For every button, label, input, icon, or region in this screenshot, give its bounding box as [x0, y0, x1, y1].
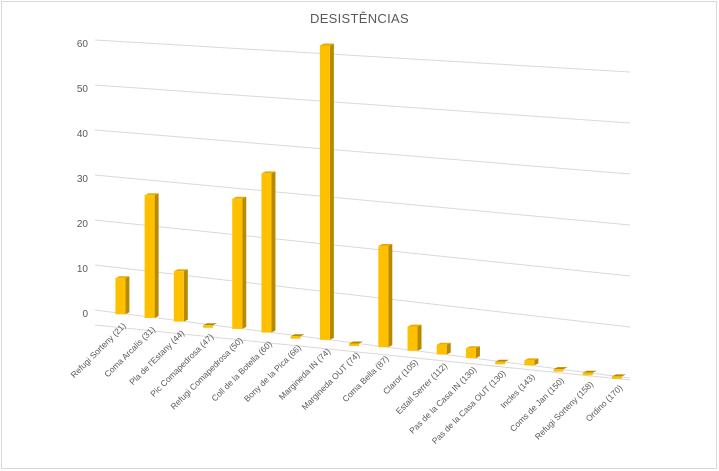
- floor-edge: [94, 324, 631, 381]
- bar-base: [203, 323, 218, 326]
- bar-front: [319, 45, 330, 340]
- bar-front: [612, 376, 622, 379]
- y-tick-label: 60: [77, 39, 89, 50]
- bar-side: [242, 196, 247, 329]
- y-tick-label: 30: [77, 174, 89, 185]
- bar: [553, 367, 568, 372]
- bar-front: [173, 271, 184, 322]
- bar-top: [115, 276, 130, 279]
- bar-top: [144, 193, 159, 196]
- bar: [465, 346, 480, 359]
- bar-side: [125, 276, 130, 315]
- bar: [173, 269, 188, 322]
- bar: [232, 196, 247, 329]
- gridline: [94, 84, 631, 124]
- gridline: [94, 174, 631, 226]
- chart-title: DESISTÊNCIAS: [310, 11, 409, 26]
- bar-front: [232, 198, 243, 329]
- bar: [203, 323, 218, 328]
- gridlines: [94, 39, 631, 381]
- bar-front: [436, 344, 447, 355]
- bar-top: [524, 358, 539, 361]
- bar: [378, 244, 393, 348]
- bar-base: [612, 374, 626, 377]
- bar-front: [524, 360, 535, 366]
- bar-side: [534, 358, 539, 366]
- x-axis-ticks: Refugi Sorteny (21)Coma Arcalis (31)Pla …: [69, 321, 625, 446]
- bar: [407, 324, 422, 351]
- bar-front: [407, 326, 418, 351]
- bar: [524, 358, 539, 366]
- y-axis-ticks: 0 10 20 30 40 50 60: [77, 39, 89, 320]
- bar: [612, 374, 626, 379]
- x-tick-label: Coll de la Botella (60): [209, 339, 274, 404]
- bar-front: [553, 369, 564, 372]
- x-tick-label: Margineda OUT (74): [299, 350, 361, 412]
- y-tick-label: 40: [77, 129, 89, 140]
- bar-front: [582, 372, 593, 376]
- bar-top: [436, 342, 451, 345]
- gridline: [94, 39, 631, 73]
- bar-side: [417, 324, 422, 351]
- bar-side: [183, 269, 188, 322]
- bar-base: [349, 341, 364, 344]
- bar: [436, 342, 451, 355]
- y-tick-label: 0: [82, 309, 88, 320]
- bar-base: [582, 370, 597, 373]
- x-tick-label: Refugi Sorteny (158): [533, 379, 596, 442]
- bars: [115, 43, 626, 379]
- bar-front: [261, 173, 272, 333]
- x-tick-label: Pic Comapedrosa (47): [148, 331, 215, 398]
- bar-base: [290, 334, 305, 337]
- bar-top: [261, 171, 276, 174]
- y-tick-label: 20: [77, 219, 89, 230]
- bar: [290, 334, 305, 339]
- bar: [495, 359, 510, 365]
- bar-base: [553, 367, 568, 370]
- bar-front: [378, 246, 389, 348]
- bar-side: [475, 346, 480, 359]
- bar-base: [495, 359, 510, 362]
- y-tick-label: 50: [77, 84, 89, 95]
- bar-top: [407, 324, 422, 327]
- y-tick-label: 10: [77, 264, 89, 275]
- bar-top: [319, 43, 334, 46]
- bar: [582, 370, 597, 376]
- bar-front: [144, 195, 155, 318]
- bar-side: [154, 193, 159, 318]
- bar-top: [173, 269, 188, 272]
- bar-front: [115, 278, 126, 315]
- x-tick-label: Refugi Sorteny (21): [69, 321, 128, 380]
- bar-top: [378, 244, 393, 247]
- bar-front: [203, 325, 214, 328]
- bar-side: [271, 171, 276, 333]
- bar-side: [388, 244, 393, 348]
- bar-top: [465, 346, 480, 349]
- x-tick-label: Bony de la Pica (66): [242, 342, 303, 403]
- bar-front: [495, 361, 506, 365]
- bar-front: [465, 348, 476, 359]
- x-tick-label: Pla de l'Estany (44): [127, 328, 186, 387]
- bar-front: [349, 343, 360, 347]
- bar: [349, 341, 364, 347]
- gridline: [94, 219, 631, 277]
- bar-side: [329, 43, 334, 340]
- bar-side: [446, 342, 451, 355]
- bar-top: [232, 196, 247, 199]
- bar-front: [290, 336, 301, 339]
- bar: [144, 193, 159, 318]
- gridline: [94, 129, 631, 175]
- bar: [319, 43, 334, 340]
- bar: [261, 171, 276, 333]
- bar: [115, 276, 130, 315]
